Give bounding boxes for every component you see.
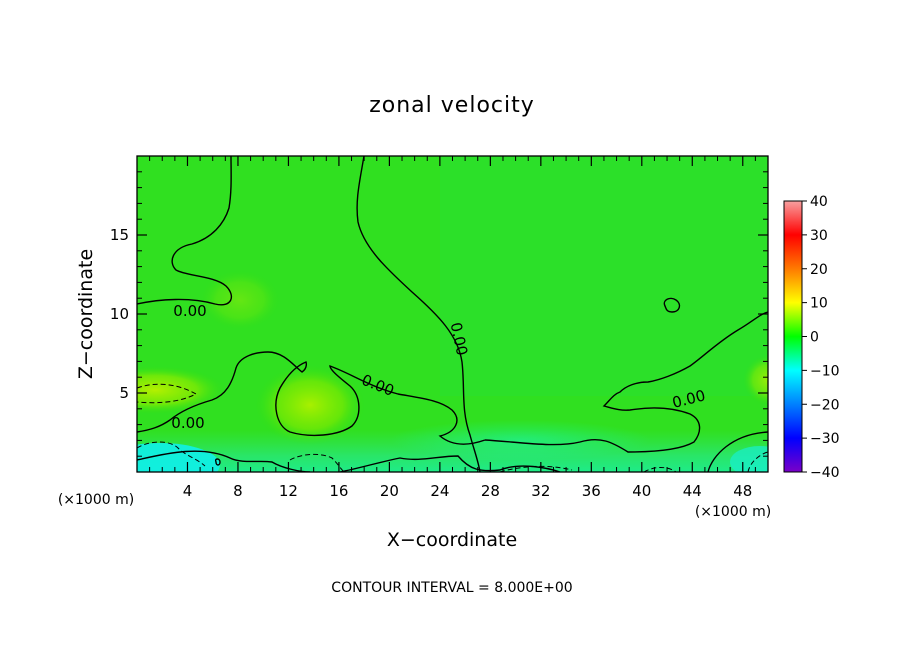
colorbar-tick-label: −20 bbox=[810, 397, 840, 413]
y-axis-title: Z−coordinate bbox=[75, 249, 97, 379]
lower-left-cyan bbox=[137, 443, 220, 472]
colorbar-tick-label: 0 bbox=[810, 330, 819, 346]
contour-zero-right-low bbox=[707, 431, 768, 472]
contour-zero-center bbox=[356, 156, 481, 472]
contour-zero-lower bbox=[137, 450, 311, 472]
x-unit-label: (×1000 m) bbox=[695, 504, 771, 520]
contour-small-loop bbox=[663, 297, 681, 313]
x-tick-label: 48 bbox=[733, 482, 752, 500]
contour-small-dot bbox=[214, 458, 221, 466]
colorbar bbox=[783, 200, 803, 473]
x-tick-label: 24 bbox=[430, 482, 449, 500]
colorbar-ticks: 40 30 20 10 0 −10 −20 −30 −40 bbox=[802, 194, 840, 481]
x-tick-label: 4 bbox=[183, 482, 193, 500]
contour-negative-center bbox=[289, 453, 345, 472]
colorbar-tick-label: −30 bbox=[810, 431, 840, 447]
contour-positive-far-right bbox=[643, 467, 677, 472]
upper-right-field bbox=[440, 156, 768, 396]
contour-label-lower-left: 0.00 bbox=[171, 414, 204, 432]
x-tick-label: 36 bbox=[582, 482, 601, 500]
contour-zero-blob bbox=[137, 351, 486, 445]
x-tick-label: 40 bbox=[632, 482, 651, 500]
y-tick-label: 15 bbox=[110, 226, 129, 244]
warm-blob bbox=[255, 365, 365, 445]
contour-negative-right-edge bbox=[747, 451, 768, 472]
colorbar-tick-label: 30 bbox=[810, 228, 828, 244]
x-tick-label: 44 bbox=[683, 482, 702, 500]
colorbar-tick-label: −40 bbox=[810, 465, 840, 481]
chart-title: zonal velocity bbox=[369, 93, 535, 118]
plot-area: 0.00 0.00 0.00 0.00 0.00 bbox=[137, 156, 768, 472]
left-jet bbox=[137, 366, 225, 414]
x-tick-label: 28 bbox=[481, 482, 500, 500]
x-tick-label: 16 bbox=[329, 482, 348, 500]
contour-zero-bottom bbox=[339, 455, 561, 472]
contour-zero-left bbox=[137, 156, 233, 306]
x-axis-title: X−coordinate bbox=[387, 529, 517, 551]
contour-positive-bottom-right bbox=[499, 465, 573, 472]
contour-label-left: 0.00 bbox=[173, 302, 206, 320]
y-tick-label: 10 bbox=[110, 305, 129, 323]
contour-negative-lower-left bbox=[137, 441, 206, 467]
x-tick-label: 12 bbox=[279, 482, 298, 500]
bottom-cyan-band bbox=[137, 430, 768, 472]
y-tick-label: 5 bbox=[119, 384, 129, 402]
colorbar-tick-label: 40 bbox=[810, 194, 828, 210]
contour-interval-note: CONTOUR INTERVAL = 8.000E+00 bbox=[331, 580, 572, 596]
x-tick-label: 20 bbox=[380, 482, 399, 500]
colorbar-tick-label: 10 bbox=[810, 296, 828, 312]
colorbar-tick-label: 20 bbox=[810, 262, 828, 278]
colorbar-tick-label: −10 bbox=[810, 363, 840, 379]
x-tick-label: 32 bbox=[531, 482, 550, 500]
lower-right-cyan bbox=[730, 446, 768, 472]
y-unit-label: (×1000 m) bbox=[58, 492, 134, 508]
x-tick-label: 8 bbox=[233, 482, 243, 500]
contour-zero-right bbox=[484, 311, 768, 453]
y-axis-ticks: 5 10 15 bbox=[110, 171, 768, 457]
x-axis-ticks: 4 8 12 16 20 24 28 32 36 40 44 48 bbox=[149, 156, 756, 500]
contour-left-jet bbox=[137, 383, 198, 404]
warm-patch-upper-left bbox=[200, 270, 280, 330]
